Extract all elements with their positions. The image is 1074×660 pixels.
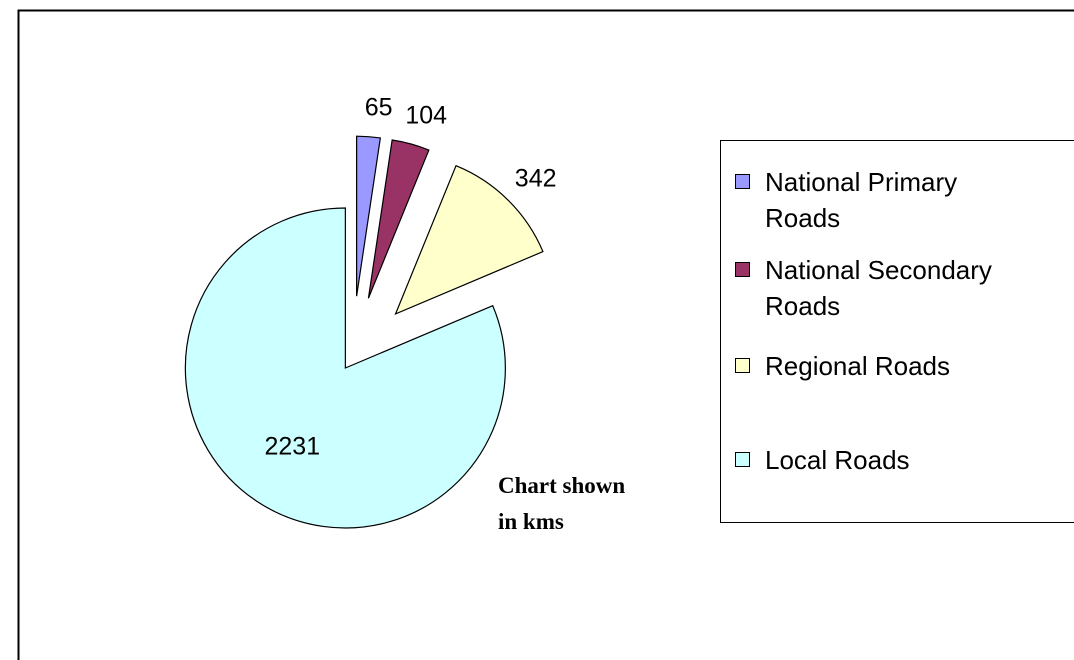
legend-swatch [735,452,750,467]
pie-slice [356,135,382,297]
data-label: 65 [365,93,393,121]
data-label: 342 [515,165,557,193]
annotation: Chart shown in kms [498,473,626,534]
legend-label: National Secondary Roads [765,255,992,321]
legend-swatch [735,262,750,277]
pie-slice [184,207,506,529]
pie-slice [367,139,430,299]
legend-swatch [735,358,750,373]
legend-box [720,140,1074,523]
chart-border [17,9,1074,660]
pie-slice [394,164,544,316]
legend-label: Regional Roads [765,351,951,381]
legend-label: Local Roads [765,445,910,475]
data-label: 104 [405,102,447,130]
legend-label: National Primary Roads [765,167,958,233]
data-label: 2231 [265,433,321,461]
legend-swatch [735,174,750,189]
